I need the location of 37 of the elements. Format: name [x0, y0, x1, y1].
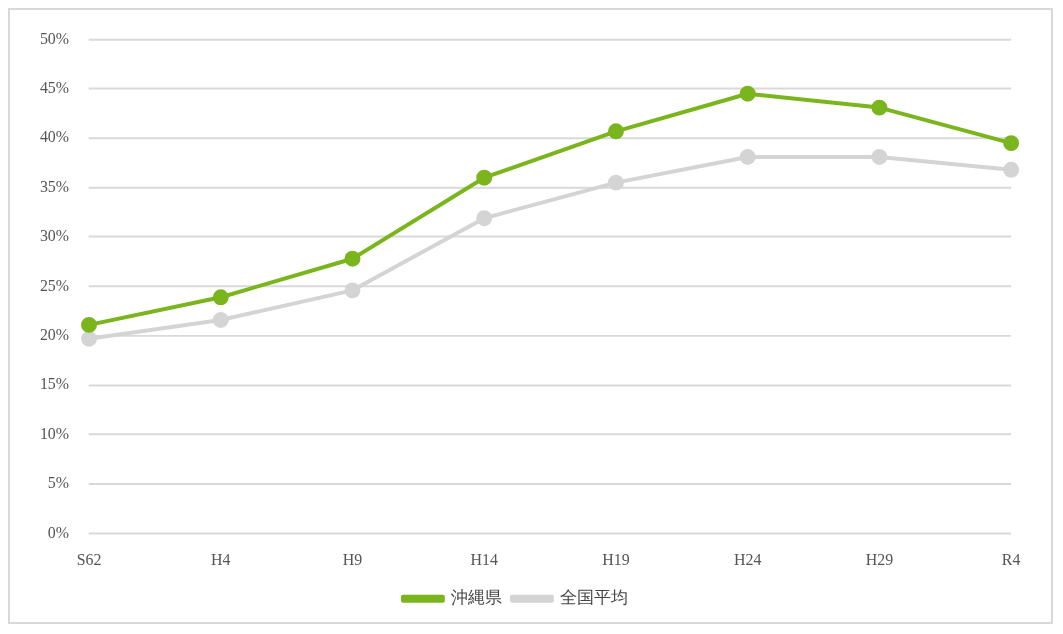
y-tick-label: 0%: [47, 523, 70, 541]
point: [1003, 161, 1020, 178]
x-tick-label: H29: [865, 550, 894, 568]
point: [344, 282, 361, 299]
point: [739, 85, 756, 102]
point: [476, 169, 493, 186]
y-tick-label: 35%: [39, 177, 70, 195]
y-tick-label: 30%: [39, 227, 70, 245]
x-tick-label: S62: [76, 550, 102, 568]
point: [607, 123, 624, 140]
point: [212, 289, 229, 306]
x-tick-label: H4: [211, 550, 231, 568]
x-tick-label: H24: [733, 550, 762, 568]
x-tick-label: H19: [602, 550, 630, 568]
point: [1003, 135, 1020, 152]
y-tick-label: 25%: [39, 276, 70, 294]
point: [476, 210, 493, 227]
y-tick-label: 45%: [39, 79, 70, 96]
point: [871, 99, 888, 116]
y-tick-label: 15%: [39, 375, 70, 393]
point: [81, 316, 97, 333]
point: [739, 149, 756, 165]
legend-label: 沖縄県: [451, 587, 503, 608]
point: [607, 174, 624, 191]
point: [212, 312, 229, 328]
legend-label: 全国平均: [560, 587, 629, 608]
y-tick-label: 5%: [47, 474, 70, 492]
point: [871, 149, 888, 165]
y-tick-label: 10%: [39, 424, 70, 442]
y-tick-label: 40%: [39, 128, 70, 146]
x-tick-label: H14: [470, 550, 498, 568]
point: [344, 250, 361, 267]
y-tick-label: 50%: [39, 29, 70, 47]
point: [81, 330, 97, 347]
x-tick-label: R4: [1001, 550, 1021, 568]
y-tick-label: 20%: [39, 325, 70, 343]
x-tick-label: H9: [342, 550, 363, 568]
